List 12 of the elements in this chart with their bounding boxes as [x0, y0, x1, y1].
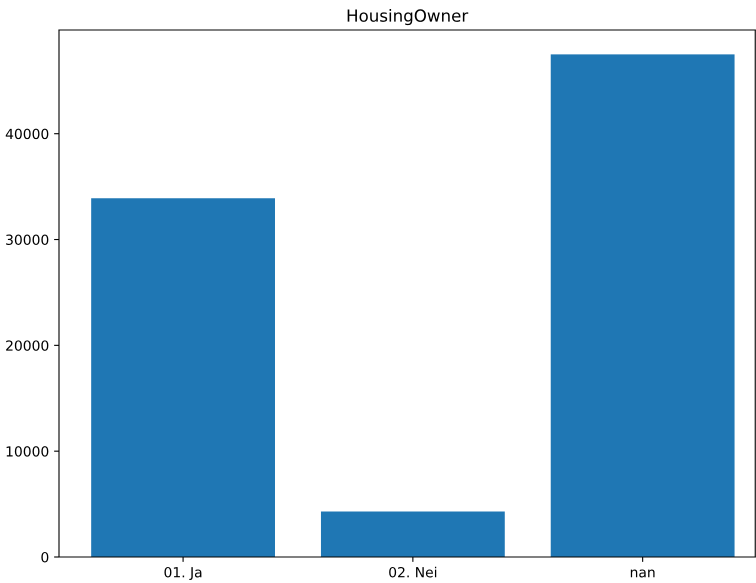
- chart-title: HousingOwner: [348, 9, 468, 26]
- y-tick-label: 0: [41, 552, 48, 562]
- x-tick-label: 02. Nei: [389, 566, 436, 578]
- x-tick-label: nan: [630, 570, 655, 578]
- bar: [320, 511, 505, 557]
- y-tick-label: 30000: [6, 234, 48, 246]
- bar: [91, 198, 275, 557]
- x-tick-label: 01. Ja: [164, 566, 202, 580]
- y-tick-label: 40000: [6, 128, 48, 140]
- y-tick-label: 10000: [6, 446, 48, 457]
- bar: [550, 54, 735, 557]
- y-tick-label: 20000: [6, 340, 48, 351]
